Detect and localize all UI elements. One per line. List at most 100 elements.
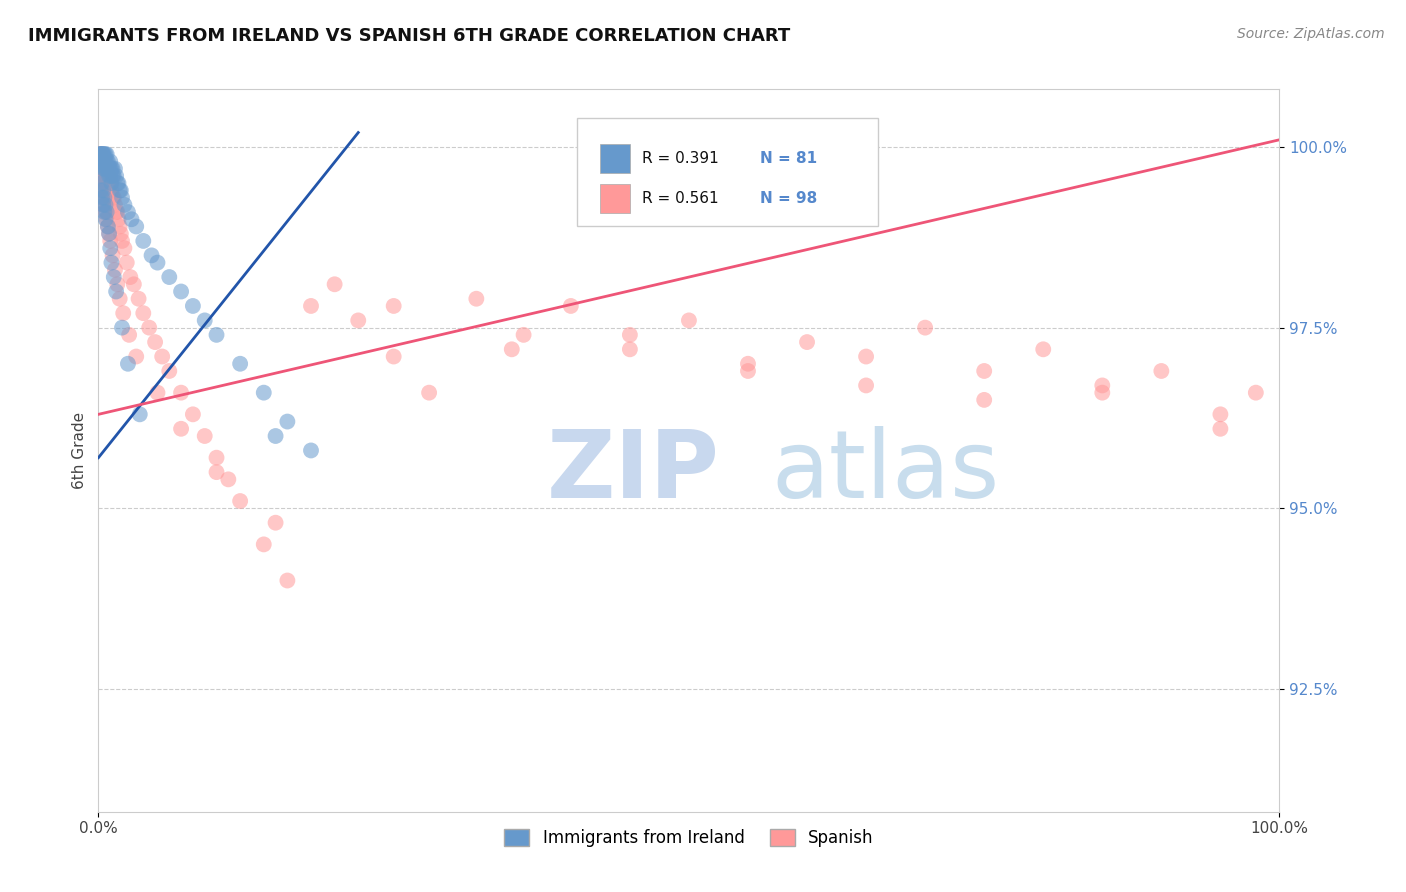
Point [93,198,115,212]
Point [90,147,112,161]
Point [105,169,128,183]
Point [855,350,877,364]
Point [512,327,534,342]
Point [382,350,405,364]
Point [157,364,180,378]
Point [973,392,995,407]
Point [141,248,163,262]
Point [111,234,134,248]
Point [143,334,166,349]
Point [112,241,135,255]
Point [98,169,121,183]
Point [94,212,117,227]
Point [117,205,139,219]
Point [465,292,488,306]
Point [678,313,700,327]
Point [299,443,322,458]
Point [90,161,112,176]
Point [737,364,759,378]
Point [132,306,155,320]
Point [194,313,217,327]
Point [91,147,114,161]
Point [91,154,114,169]
Point [96,161,118,176]
Point [94,147,117,161]
FancyBboxPatch shape [576,118,877,227]
Point [96,154,118,169]
Point [105,205,128,219]
Point [98,169,121,183]
Point [93,147,115,161]
Point [1150,364,1173,378]
Point [205,450,228,465]
Point [229,494,252,508]
FancyBboxPatch shape [600,184,630,213]
Point [112,306,135,320]
Point [1091,378,1114,392]
Point [560,299,582,313]
Point [104,262,127,277]
Point [90,147,112,161]
Point [125,350,148,364]
FancyBboxPatch shape [600,144,630,173]
Point [94,205,117,219]
Point [253,537,276,551]
Text: N = 98: N = 98 [759,191,817,206]
Point [98,169,121,183]
Point [97,219,120,234]
Point [91,190,114,204]
Point [796,334,818,349]
Point [98,161,121,176]
Point [111,190,134,204]
Point [103,270,125,285]
Point [90,183,112,197]
Point [108,219,131,234]
Point [110,183,132,197]
Point [973,364,995,378]
Point [105,205,128,219]
Point [91,169,114,183]
Point [1209,407,1232,421]
Point [103,169,125,183]
Point [120,270,142,285]
Point [97,219,120,234]
Point [150,350,173,364]
Point [157,270,180,285]
Point [1209,422,1232,436]
Point [96,147,118,161]
Point [619,343,641,357]
Point [118,327,141,342]
Point [205,465,228,479]
Point [90,154,112,169]
Point [93,190,115,204]
Point [93,154,115,169]
Text: ZIP: ZIP [547,426,720,518]
Point [96,205,118,219]
Point [347,313,370,327]
Point [117,357,139,371]
Point [90,169,112,183]
Legend: Immigrants from Ireland, Spanish: Immigrants from Ireland, Spanish [498,822,880,854]
Point [112,198,135,212]
Point [181,299,204,313]
Point [89,147,111,161]
Point [101,161,124,176]
Point [108,183,131,197]
Point [97,161,120,176]
Text: N = 81: N = 81 [759,151,817,166]
Point [205,327,228,342]
Point [264,429,287,443]
Point [501,343,523,357]
Point [91,169,114,183]
Point [132,234,155,248]
Text: R = 0.391: R = 0.391 [641,151,718,166]
Point [97,169,120,183]
Point [128,292,150,306]
Point [93,161,115,176]
Point [122,277,145,292]
Point [104,161,127,176]
Point [90,154,112,169]
Point [94,154,117,169]
Point [125,219,148,234]
Point [115,255,138,269]
